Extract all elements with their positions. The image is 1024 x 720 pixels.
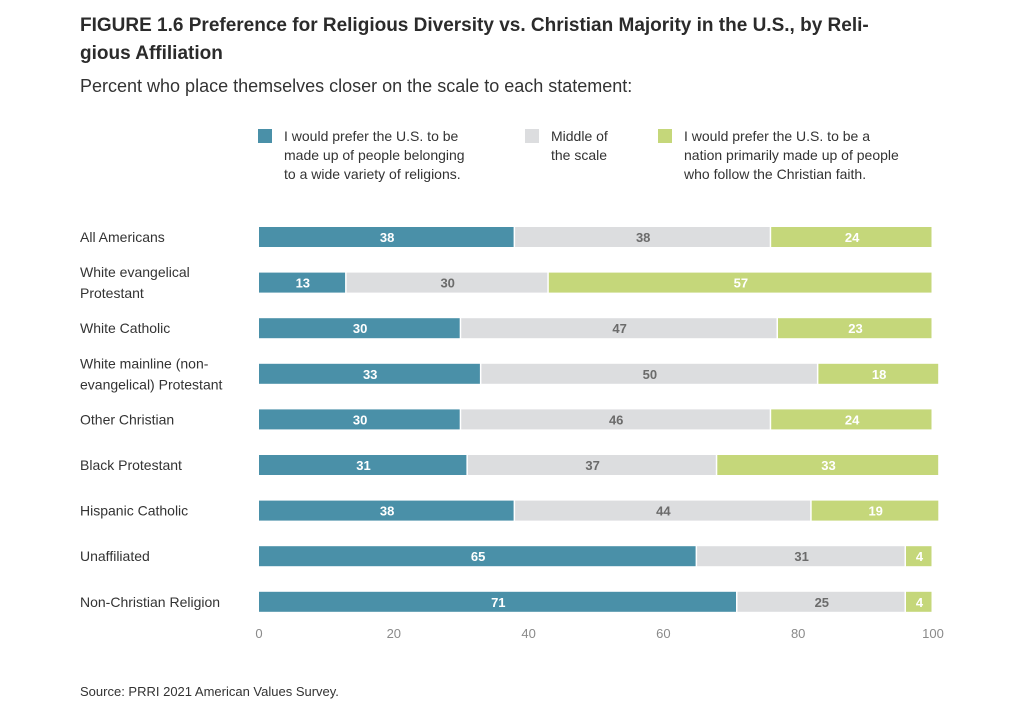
bar-segment-middle xyxy=(481,363,817,384)
category-label: Black Protestant xyxy=(80,457,182,473)
bar-segment-christian xyxy=(906,546,932,567)
legend-item-diversity: I would prefer the U.S. to be made up of… xyxy=(258,127,465,184)
bar-segment-middle xyxy=(346,272,548,293)
legend-swatch-middle xyxy=(525,129,539,143)
bar-segment-christian xyxy=(771,409,932,430)
chart-subtitle: Percent who place themselves closer on t… xyxy=(80,76,633,96)
bar-segment-diversity xyxy=(259,318,460,339)
bar-segment-christian xyxy=(771,227,932,247)
data-label-diversity: 38 xyxy=(380,230,394,245)
bar-segment-middle xyxy=(461,409,770,430)
data-label-middle: 25 xyxy=(815,595,829,610)
data-label-middle: 47 xyxy=(612,321,626,336)
x-tick-label: 20 xyxy=(387,626,401,641)
chart-title: FIGURE 1.6 Preference for Religious Dive… xyxy=(80,15,869,64)
category-label: White evangelical Protestant xyxy=(80,264,190,301)
data-label-middle: 44 xyxy=(656,504,671,519)
data-label-diversity: 13 xyxy=(296,276,310,291)
legend-label-middle: Middle of the scale xyxy=(551,128,608,163)
bar-segment-christian xyxy=(778,318,932,339)
data-label-middle: 30 xyxy=(440,276,454,291)
bar-segment-middle xyxy=(461,318,777,339)
legend: I would prefer the U.S. to be made up of… xyxy=(0,127,1024,187)
data-label-middle: 37 xyxy=(585,458,599,473)
data-label-christian: 33 xyxy=(821,458,835,473)
data-label-christian: 4 xyxy=(916,549,924,564)
data-label-diversity: 30 xyxy=(353,412,367,427)
x-tick-label: 0 xyxy=(255,626,262,641)
bar-segment-christian xyxy=(818,363,939,384)
x-tick-label: 40 xyxy=(521,626,535,641)
x-tick-label: 80 xyxy=(791,626,805,641)
data-label-middle: 50 xyxy=(643,367,657,382)
bar-segment-diversity xyxy=(259,455,467,475)
bar-segment-christian xyxy=(717,455,939,475)
data-label-christian: 23 xyxy=(848,321,862,336)
bar-segment-middle xyxy=(467,455,716,475)
data-label-christian: 24 xyxy=(845,230,860,245)
category-label: White Catholic xyxy=(80,320,170,336)
bar-segment-middle xyxy=(697,546,905,567)
bar-segment-christian xyxy=(548,272,932,293)
bar-segment-diversity xyxy=(259,591,736,612)
legend-label-christian: I would prefer the U.S. to be a nation p… xyxy=(684,128,899,182)
category-label: All Americans xyxy=(80,229,165,245)
category-label: Other Christian xyxy=(80,411,174,427)
data-label-middle: 31 xyxy=(794,549,808,564)
data-label-diversity: 65 xyxy=(471,549,485,564)
legend-label-diversity: I would prefer the U.S. to be made up of… xyxy=(284,128,465,182)
data-label-christian: 4 xyxy=(916,595,924,610)
category-label: Unaffiliated xyxy=(80,548,150,564)
bar-segment-middle xyxy=(515,227,770,247)
bar-segment-diversity xyxy=(259,363,480,384)
data-label-diversity: 71 xyxy=(491,595,505,610)
data-label-diversity: 33 xyxy=(363,367,377,382)
data-label-christian: 18 xyxy=(872,367,886,382)
data-label-middle: 38 xyxy=(636,230,650,245)
data-label-christian: 57 xyxy=(734,276,748,291)
legend-swatch-christian xyxy=(658,129,672,143)
bar-segment-middle xyxy=(515,500,811,521)
legend-item-christian: I would prefer the U.S. to be a nation p… xyxy=(658,127,899,184)
bar-segment-diversity xyxy=(259,272,346,293)
bar-segment-diversity xyxy=(259,546,696,567)
data-label-diversity: 31 xyxy=(356,458,370,473)
bar-segment-christian xyxy=(811,500,939,521)
category-label: Non-Christian Religion xyxy=(80,594,220,610)
category-label: White mainline (non-evangelical) Protest… xyxy=(80,355,223,392)
data-label-diversity: 38 xyxy=(380,504,394,519)
bar-segment-diversity xyxy=(259,500,514,521)
category-label: Hispanic Catholic xyxy=(80,503,188,519)
legend-item-middle: Middle of the scale xyxy=(525,127,608,165)
legend-swatch-diversity xyxy=(258,129,272,143)
data-label-diversity: 30 xyxy=(353,321,367,336)
bar-segment-middle xyxy=(737,591,905,612)
data-label-christian: 24 xyxy=(845,412,860,427)
x-tick-label: 100 xyxy=(922,626,944,641)
bar-segment-diversity xyxy=(259,227,514,247)
bar-segment-christian xyxy=(906,591,932,612)
bar-segment-diversity xyxy=(259,409,460,430)
source-note: Source: PRRI 2021 American Values Survey… xyxy=(80,684,339,699)
x-tick-label: 60 xyxy=(656,626,670,641)
data-label-christian: 19 xyxy=(868,504,882,519)
data-label-middle: 46 xyxy=(609,412,623,427)
